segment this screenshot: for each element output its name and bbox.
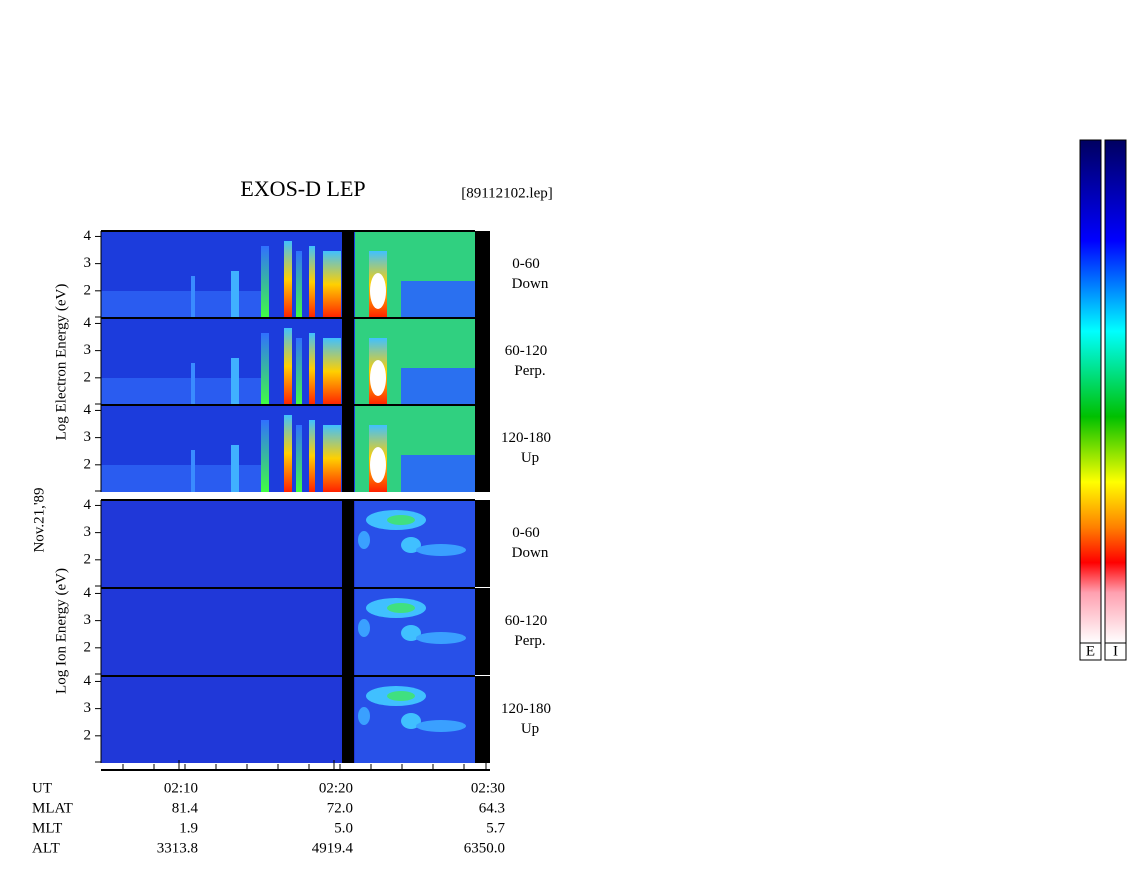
ephemeris-label: MLT (32, 820, 62, 836)
electron-spectrogram (101, 231, 475, 318)
ephemeris-label: ALT (32, 840, 60, 856)
y-tick-label: 2 (84, 369, 92, 385)
y-tick-label: 4 (84, 402, 92, 418)
direction-label: Up (521, 450, 539, 466)
direction-label: Perp. (514, 363, 545, 379)
electron-spectrogram (101, 318, 475, 405)
y-tick-label: 3 (84, 524, 92, 540)
direction-label: Up (521, 721, 539, 737)
ion-axis-label: Log Ion Energy (eV) (53, 568, 69, 694)
data-gap (475, 588, 490, 675)
pitch-angle-label: 120-180 (501, 430, 551, 446)
colorbar (1104, 139, 1127, 644)
pitch-angle-label: 120-180 (501, 701, 551, 717)
ephemeris-value: 4919.4 (312, 840, 354, 856)
ephemeris-value: 5.7 (486, 820, 505, 836)
data-gap (475, 231, 490, 318)
data-gap (475, 676, 490, 763)
x-tick-label: 02:30 (471, 780, 505, 796)
y-tick-label: 4 (84, 497, 92, 513)
ephemeris-label: MLAT (32, 800, 73, 816)
ut-label: UT (32, 780, 52, 796)
y-tick-label: 3 (84, 255, 92, 271)
ephemeris-value: 64.3 (479, 800, 505, 816)
y-tick-label: 3 (84, 612, 92, 628)
direction-label: Down (512, 545, 549, 561)
x-tick-label: 02:20 (319, 780, 353, 796)
pitch-angle-label: 60-120 (505, 343, 548, 359)
ephemeris-value: 72.0 (327, 800, 353, 816)
ion-spectrogram (101, 676, 475, 763)
ephemeris-value: 1.9 (179, 820, 198, 836)
y-tick-label: 4 (84, 228, 92, 244)
x-tick-label: 02:10 (164, 780, 198, 796)
ephemeris-value: 3313.8 (157, 840, 198, 856)
ephemeris-value: 6350.0 (464, 840, 505, 856)
file-name: [89112102.lep] (461, 185, 553, 201)
electron-axis-label: Log Electron Energy (eV) (53, 284, 69, 441)
title: EXOS-D LEP (240, 176, 365, 201)
colorbar (1079, 139, 1102, 644)
pitch-angle-label: 60-120 (505, 613, 548, 629)
y-tick-label: 2 (84, 456, 92, 472)
electron-spectrogram (101, 405, 475, 492)
ephemeris-value: 5.0 (334, 820, 353, 836)
colorbar-label-box (1104, 642, 1127, 661)
colorbar-label: I (1113, 643, 1118, 659)
ion-spectrogram (101, 588, 475, 675)
y-tick-label: 2 (84, 639, 92, 655)
ion-spectrogram (101, 500, 475, 587)
y-tick-label: 4 (84, 315, 92, 331)
y-tick-label: 3 (84, 700, 92, 716)
colorbar-label-box (1079, 642, 1102, 661)
y-tick-label: 2 (84, 551, 92, 567)
direction-label: Perp. (514, 633, 545, 649)
pitch-angle-label: 0-60 (512, 256, 540, 272)
y-tick-label: 2 (84, 282, 92, 298)
y-tick-label: 2 (84, 727, 92, 743)
direction-label: Down (512, 276, 549, 292)
data-gap (475, 405, 490, 492)
ephemeris-value: 81.4 (172, 800, 199, 816)
y-tick-label: 4 (84, 673, 92, 689)
colorbar-label: E (1086, 643, 1095, 659)
pitch-angle-label: 0-60 (512, 525, 540, 541)
y-tick-label: 3 (84, 342, 92, 358)
y-tick-label: 4 (84, 585, 92, 601)
date: Nov.21,'89 (31, 487, 47, 552)
y-tick-label: 3 (84, 429, 92, 445)
data-gap (475, 318, 490, 405)
data-gap (475, 500, 490, 587)
